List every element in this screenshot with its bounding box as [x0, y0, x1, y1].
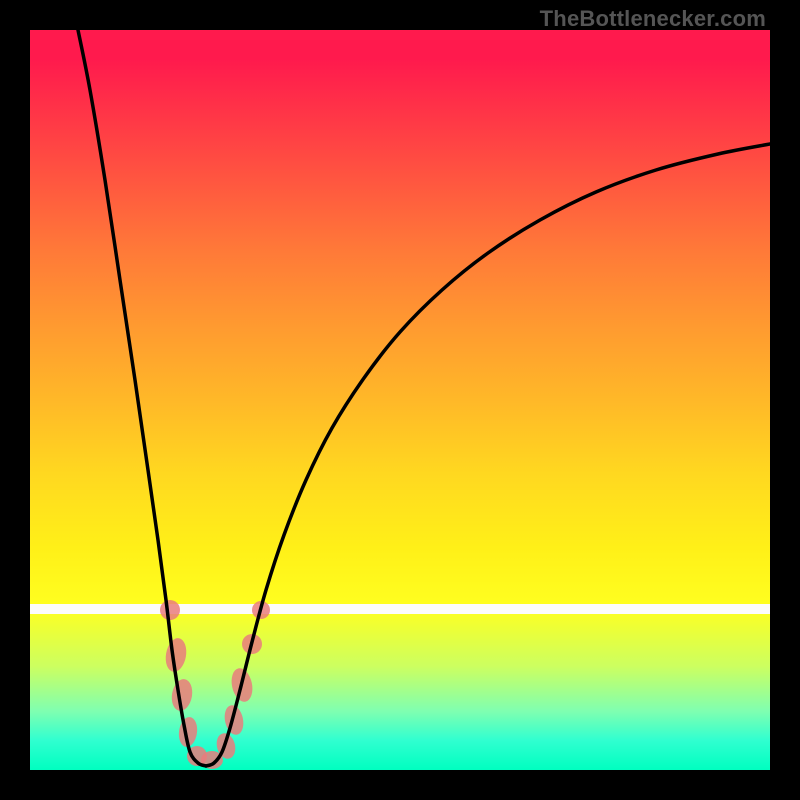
bead-marker: [160, 600, 180, 620]
plot-area: [30, 30, 770, 770]
frame: TheBottlenecker.com: [0, 0, 800, 800]
right-curve: [206, 144, 770, 766]
watermark-text: TheBottlenecker.com: [540, 6, 766, 32]
curve-layer: [30, 30, 770, 770]
left-curve: [78, 30, 206, 766]
